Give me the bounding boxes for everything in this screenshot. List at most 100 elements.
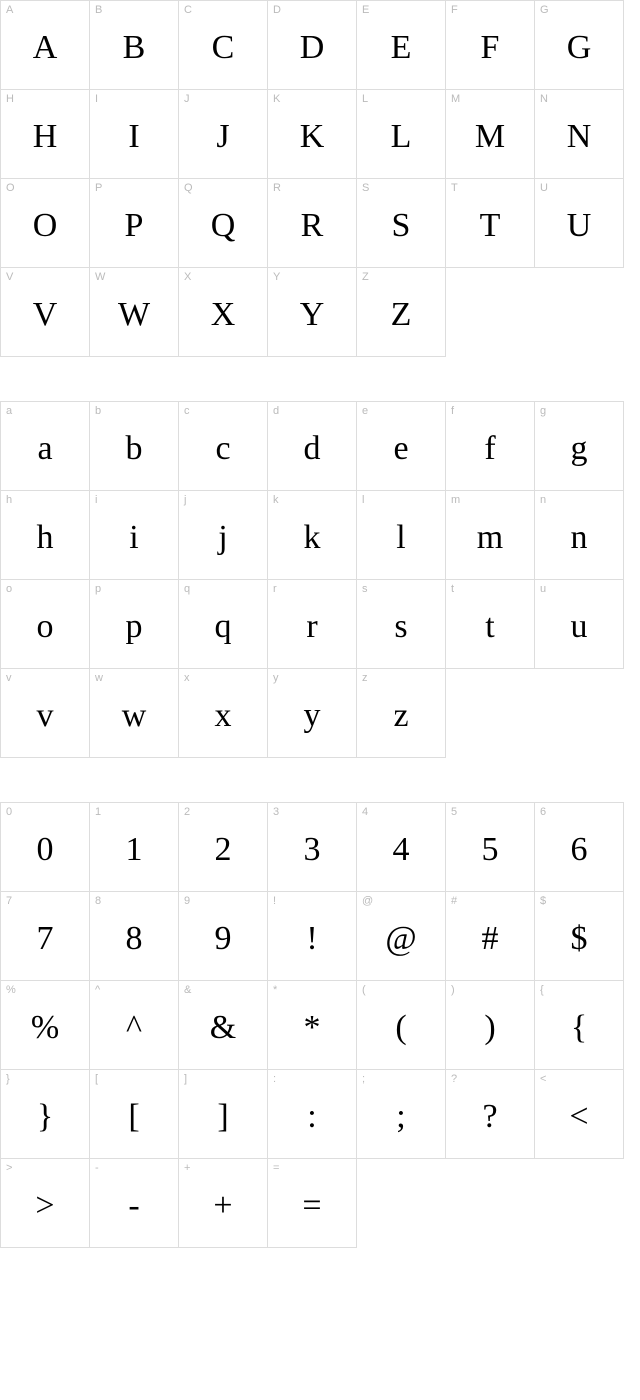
cell-key-label: X [184,272,191,283]
cell-key-label: c [184,406,190,417]
cell-key-label: e [362,406,368,417]
glyph-cell: kk [267,490,357,580]
cell-glyph: N [535,120,623,154]
cell-glyph: g [535,432,623,466]
cell-glyph: b [90,432,178,466]
cell-glyph: ] [179,1100,267,1134]
cell-key-label: D [273,5,281,16]
cell-key-label: A [6,5,13,16]
cell-key-label: m [451,495,460,506]
cell-glyph: B [90,31,178,65]
cell-key-label: B [95,5,102,16]
cell-glyph: < [535,1100,623,1134]
glyph-row: HHIIJJKKLLMMNN [0,90,630,179]
cell-glyph: j [179,521,267,555]
glyph-cell: QQ [178,178,268,268]
glyph-row: AABBCCDDEEFFGG [0,0,630,90]
cell-glyph: } [1,1100,89,1134]
cell-key-label: E [362,5,369,16]
glyph-cell: hh [0,490,90,580]
cell-key-label: J [184,94,190,105]
cell-key-label: H [6,94,14,105]
cell-key-label: h [6,495,12,506]
cell-key-label: } [6,1074,10,1085]
glyph-cell: OO [0,178,90,268]
glyph-cell: RR [267,178,357,268]
cell-glyph: : [268,1100,356,1134]
glyph-cell: :: [267,1069,357,1159]
glyph-cell: yy [267,668,357,758]
cell-glyph: 4 [357,833,445,867]
glyph-cell: BB [89,0,179,90]
cell-glyph: - [90,1189,178,1223]
cell-glyph: E [357,31,445,65]
glyph-row: ooppqqrrssttuu [0,580,630,669]
glyph-section-lowercase: aabbccddeeffgghhiijjkkllmmnnooppqqrrsstt… [0,401,630,758]
glyph-row: VVWWXXYYZZ [0,268,630,357]
cell-glyph: T [446,209,534,243]
glyph-cell: ?? [445,1069,535,1159]
glyph-cell: (( [356,980,446,1070]
cell-glyph: ! [268,922,356,956]
cell-key-label: 6 [540,807,546,818]
cell-glyph: * [268,1011,356,1045]
glyph-cell: 88 [89,891,179,981]
glyph-cell: ]] [178,1069,268,1159]
glyph-cell: [[ [89,1069,179,1159]
glyph-cell: HH [0,89,90,179]
cell-key-label: 0 [6,807,12,818]
cell-key-label: # [451,896,457,907]
glyph-row: vvwwxxyyzz [0,669,630,758]
glyph-row: OOPPQQRRSSTTUU [0,179,630,268]
glyph-cell: ^^ [89,980,179,1070]
cell-glyph: s [357,610,445,644]
glyph-cell: uu [534,579,624,669]
cell-glyph: a [1,432,89,466]
glyph-cell: SS [356,178,446,268]
glyph-row: aabbccddeeffgg [0,401,630,491]
glyph-cell: xx [178,668,268,758]
cell-glyph: J [179,120,267,154]
glyph-row: 778899!!@@##$$ [0,892,630,981]
cell-key-label: & [184,985,191,996]
cell-glyph: 2 [179,833,267,867]
glyph-cell: >> [0,1158,90,1248]
cell-key-label: > [6,1163,12,1174]
cell-glyph: > [1,1189,89,1223]
cell-key-label: Q [184,183,193,194]
cell-glyph: 7 [1,922,89,956]
glyph-cell: << [534,1069,624,1159]
cell-key-label: C [184,5,192,16]
cell-glyph: n [535,521,623,555]
cell-glyph: R [268,209,356,243]
cell-key-label: k [273,495,279,506]
glyph-cell: -- [89,1158,179,1248]
glyph-cell: %% [0,980,90,1070]
cell-glyph: q [179,610,267,644]
cell-glyph: Z [357,298,445,332]
glyph-cell: EE [356,0,446,90]
cell-key-label: 4 [362,807,368,818]
cell-key-label: w [95,673,103,684]
cell-glyph: % [1,1011,89,1045]
cell-glyph: v [1,699,89,733]
glyph-cell: ;; [356,1069,446,1159]
cell-key-label: v [6,673,12,684]
glyph-cell: !! [267,891,357,981]
character-map: AABBCCDDEEFFGGHHIIJJKKLLMMNNOOPPQQRRSSTT… [0,0,640,1248]
cell-key-label: F [451,5,458,16]
glyph-section-uppercase: AABBCCDDEEFFGGHHIIJJKKLLMMNNOOPPQQRRSSTT… [0,0,630,357]
glyph-cell: 22 [178,802,268,892]
cell-glyph: + [179,1189,267,1223]
cell-key-label: l [362,495,364,506]
cell-glyph: S [357,209,445,243]
glyph-cell: tt [445,579,535,669]
cell-glyph: Q [179,209,267,243]
cell-key-label: ] [184,1074,187,1085]
glyph-cell: FF [445,0,535,90]
cell-key-label: [ [95,1074,98,1085]
cell-key-label: q [184,584,190,595]
glyph-section-symbols: 00112233445566778899!!@@##$$%%^^&&**(())… [0,802,630,1248]
cell-glyph: ^ [90,1011,178,1045]
glyph-cell: }} [0,1069,90,1159]
